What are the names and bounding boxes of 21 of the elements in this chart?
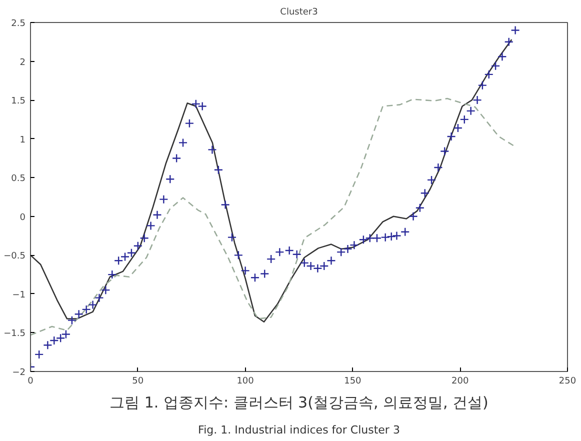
y-tick-label: −2 [12, 368, 26, 378]
y-tick-label: 2.5 [11, 19, 26, 29]
y-tick-label: −1 [12, 290, 26, 300]
y-tick-label: 0 [20, 212, 26, 223]
x-tick-label: 50 [132, 376, 144, 386]
line-series [30, 38, 512, 323]
y-tick-label: −1.5 [4, 329, 26, 340]
y-tick-label: 0.5 [11, 174, 26, 184]
y-tick-label: 1 [20, 135, 26, 146]
line-series [30, 98, 516, 336]
caption: 그림 1. 업종지수: 클러스터 3(철강금속, 의료정밀, 건설) [110, 394, 488, 412]
y-tick-label: 2 [20, 58, 26, 68]
x-tick-label: 200 [452, 376, 469, 386]
y-tick-label: −0.5 [4, 252, 26, 262]
x-tick-label: 150 [344, 376, 362, 386]
caption: Fig. 1. Industrial indices for Cluster 3 [198, 424, 400, 436]
x-tick-label: 0 [28, 376, 34, 386]
x-tick-label: 100 [236, 376, 254, 386]
y-tick-label: 1.5 [11, 96, 26, 107]
x-tick-label: 250 [558, 376, 576, 386]
chart-title: Cluster3 [280, 8, 318, 18]
